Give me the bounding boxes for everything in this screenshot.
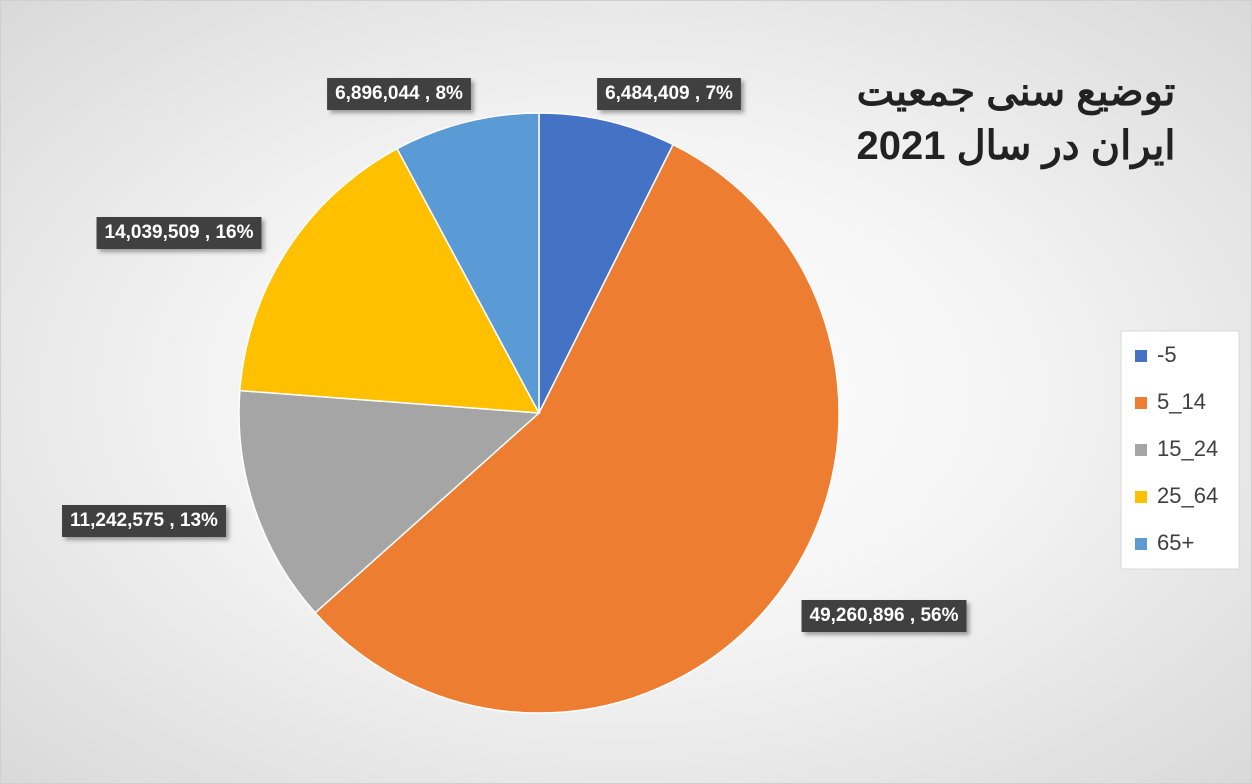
data-label-box bbox=[96, 217, 262, 249]
pie-slice bbox=[239, 147, 541, 414]
legend-label: -5 bbox=[1157, 342, 1177, 367]
legend-label: 25_64 bbox=[1157, 483, 1218, 508]
data-label-box bbox=[801, 600, 967, 632]
data-label-box bbox=[597, 78, 741, 110]
pie-slice bbox=[238, 389, 541, 614]
data-label: 11,242,575 , 13% bbox=[70, 510, 218, 531]
legend-swatch bbox=[1135, 397, 1147, 409]
legend-swatch bbox=[1135, 538, 1147, 550]
legend-swatch bbox=[1135, 491, 1147, 503]
data-label-box bbox=[62, 505, 226, 537]
chart-title: توضیع سنی جمعیت ایران در سال 2021 bbox=[856, 70, 1176, 168]
pie-slice bbox=[538, 112, 675, 414]
pie-slice bbox=[314, 143, 840, 714]
data-label: 6,484,409 , 7% bbox=[605, 83, 733, 104]
data-label: 49,260,896 , 56% bbox=[810, 605, 959, 626]
legend-label: 5_14 bbox=[1157, 389, 1206, 414]
legend-swatch bbox=[1135, 350, 1147, 362]
data-label-box bbox=[327, 78, 471, 110]
legend-label: 65+ bbox=[1157, 530, 1194, 555]
legend-swatch bbox=[1135, 444, 1147, 456]
data-label: 6,896,044 , 8% bbox=[335, 83, 463, 104]
pie-slice bbox=[396, 112, 540, 414]
data-label: 14,039,509 , 16% bbox=[105, 222, 254, 243]
legend-label: 15_24 bbox=[1157, 436, 1218, 461]
